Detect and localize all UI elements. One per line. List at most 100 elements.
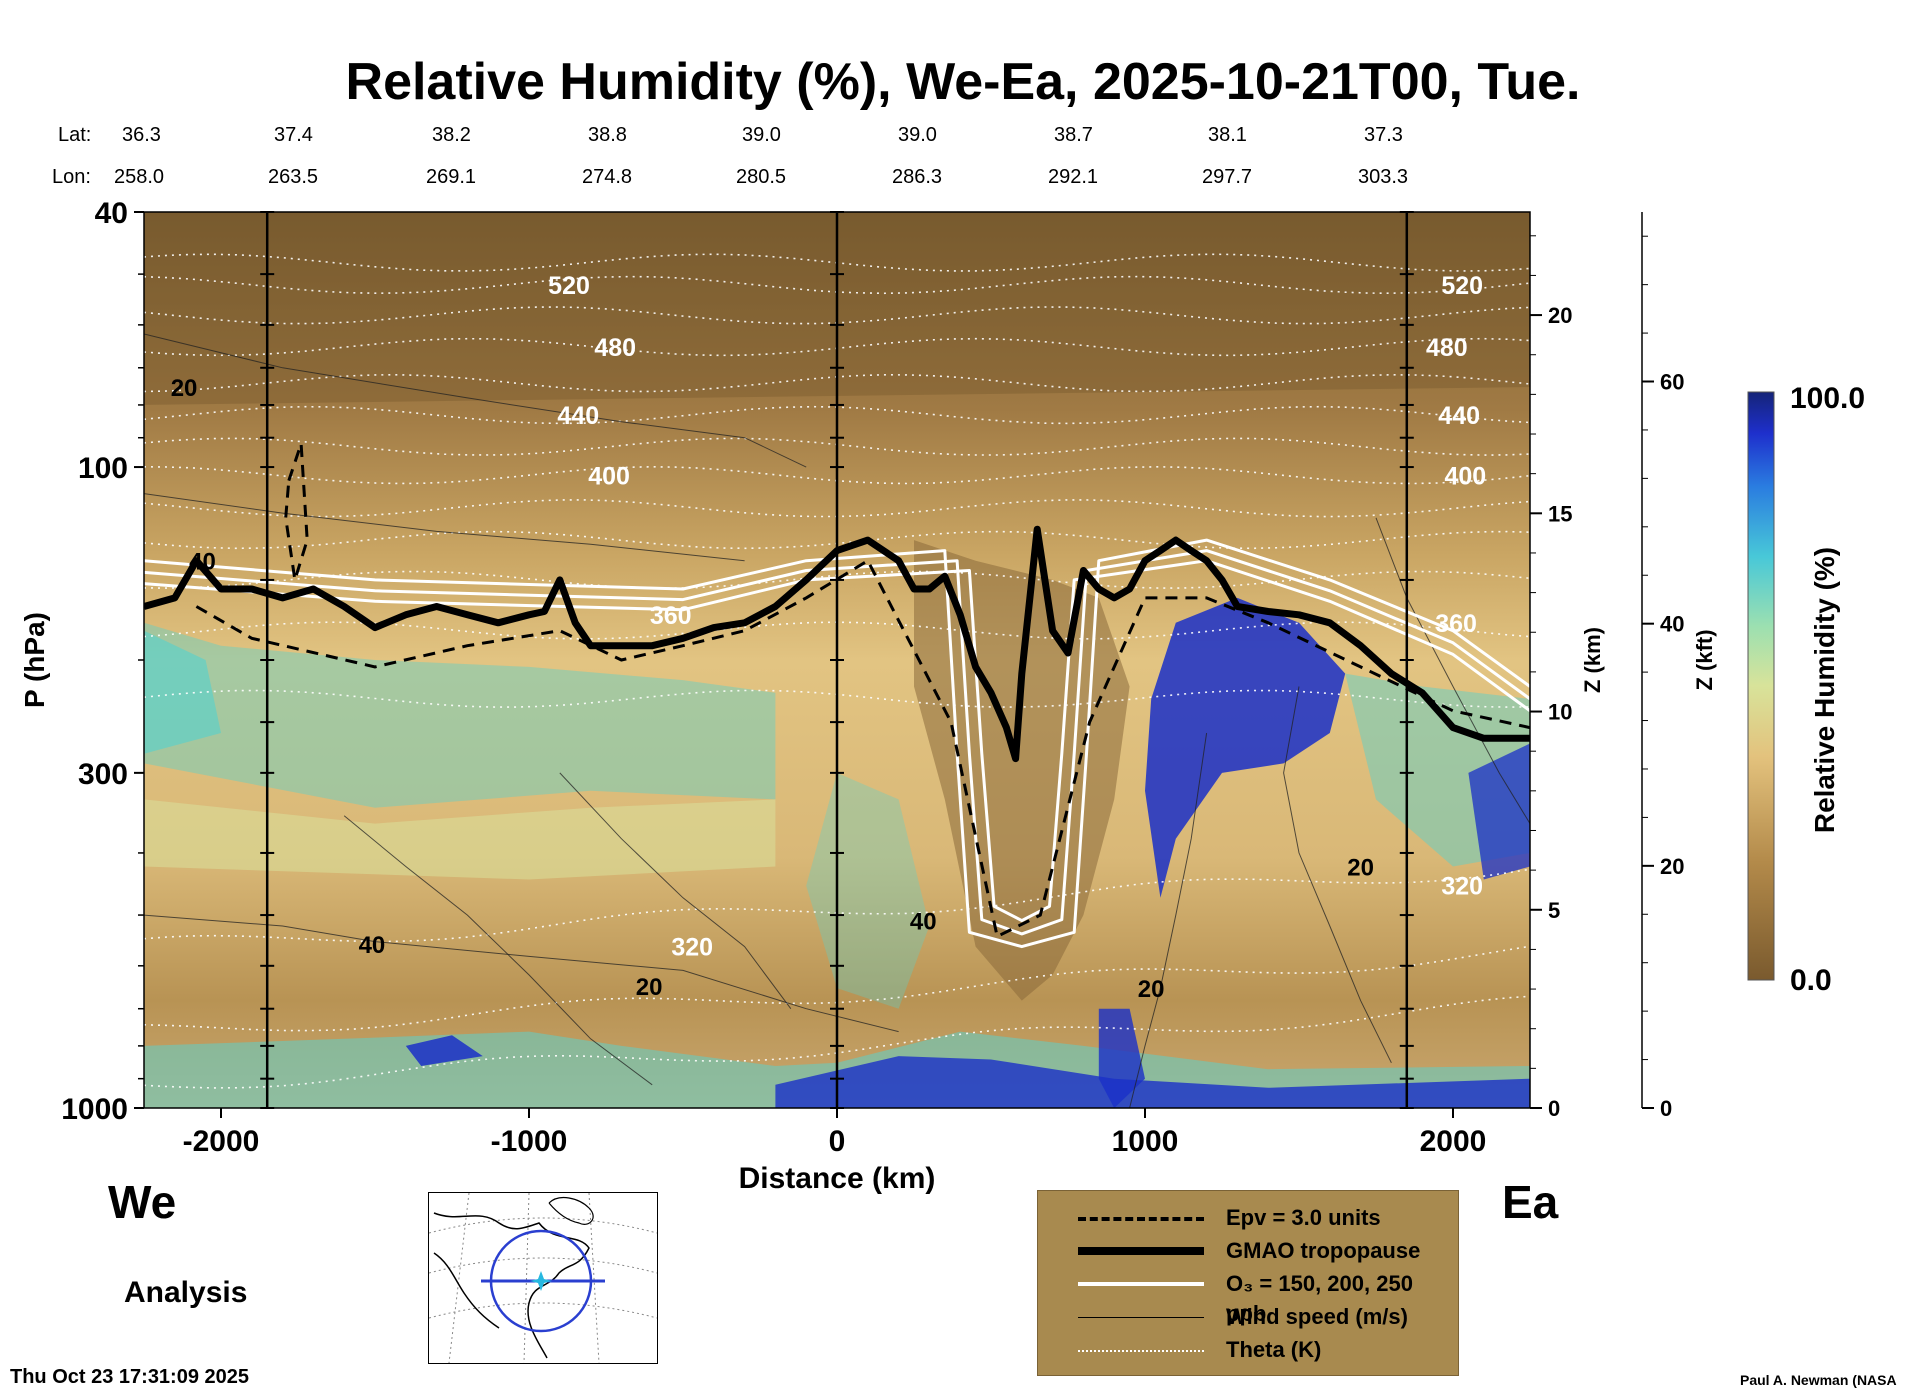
wind-speed-contour	[144, 333, 807, 468]
o3-contour	[144, 538, 1530, 949]
theta-label: 360	[1435, 610, 1477, 638]
x-axis-tick-label: 0	[829, 1125, 846, 1158]
wind-line-swatch	[1078, 1317, 1204, 1318]
wind-speed-label: 40	[359, 932, 386, 959]
colorbar	[1747, 391, 1775, 981]
lon-tick-value: 303.3	[1358, 166, 1409, 188]
theta-label: 440	[557, 402, 599, 430]
z-km-tick-label: 5	[1548, 898, 1560, 923]
legend-epv: Epv = 3.0 units	[1038, 1203, 1458, 1233]
wind-speed-label: 20	[1138, 976, 1165, 1003]
x-axis-tick-label: -2000	[183, 1125, 260, 1158]
epv-line-swatch	[1078, 1217, 1204, 1221]
legend-tropopause-text: GMAO tropopause	[1226, 1238, 1421, 1263]
lat-tick-value: 37.3	[1364, 124, 1403, 146]
lat-tick-value: 38.1	[1208, 124, 1247, 146]
z-km-tick-label: 20	[1548, 303, 1572, 328]
chart-title: Relative Humidity (%), We-Ea, 2025-10-21…	[345, 53, 1581, 111]
legend-wind-text: Wind speed (m/s)	[1226, 1304, 1408, 1329]
lon-tick-value: 269.1	[426, 166, 477, 188]
lon-tick-value: 292.1	[1048, 166, 1099, 188]
lon-tick-value: 258.0	[114, 166, 165, 188]
legend-epv-text: Epv = 3.0 units	[1226, 1205, 1381, 1230]
lat-tick-value: 38.2	[432, 124, 471, 146]
east-label: Ea	[1502, 1176, 1559, 1228]
z-kft-tick-label: 20	[1660, 854, 1684, 879]
z-kft-tick-label: 60	[1660, 370, 1684, 395]
lat-tick-value: 38.8	[588, 124, 627, 146]
lon-tick-value: 274.8	[582, 166, 633, 188]
colorbar-label: Relative Humidity (%)	[1809, 547, 1840, 833]
o3-line-swatch	[1078, 1282, 1204, 1286]
wind-speed-contour	[144, 914, 899, 1033]
z-km-tick-label: 10	[1548, 700, 1572, 725]
legend-theta-text: Theta (K)	[1226, 1337, 1322, 1362]
wind-speed-label: 40	[910, 909, 937, 936]
lat-tick-value: 39.0	[742, 124, 781, 146]
wet-east-edge	[1468, 743, 1530, 880]
z-kft-tick-label: 0	[1660, 1096, 1672, 1121]
moist-west-edge	[144, 630, 221, 754]
wind-speed-contour	[1129, 732, 1208, 1108]
legend-theta: Theta (K)	[1038, 1335, 1458, 1365]
theta-contour	[144, 995, 1530, 1089]
wind-speed-contour	[144, 493, 745, 562]
theta-contour	[144, 275, 1530, 295]
moist-upper-west	[144, 622, 776, 808]
z-km-axis-label: Z (km)	[1580, 627, 1605, 693]
lat-tick-value: 36.3	[122, 124, 161, 146]
lon-tick-value: 297.7	[1202, 166, 1253, 188]
wind-speed-contour	[343, 815, 653, 1086]
legend-tropopause: GMAO tropopause	[1038, 1236, 1458, 1266]
o3-contour	[144, 559, 1530, 923]
tropopause-line-swatch	[1078, 1247, 1204, 1255]
wet-region-east	[1145, 597, 1346, 898]
wind-speed-contour	[1283, 686, 1392, 1064]
wind-speed-contour	[1375, 517, 1530, 824]
epv-closed-contour	[284, 443, 309, 581]
z-km-tick-label: 0	[1548, 1096, 1560, 1121]
dry-intrusion	[914, 540, 1130, 1001]
lat-tick-value: 39.0	[898, 124, 937, 146]
wind-speed-label: 20	[171, 375, 198, 402]
x-axis-tick-label: 1000	[1112, 1125, 1179, 1158]
theta-label: 360	[650, 602, 692, 630]
boundary-layer-wet	[775, 1056, 1530, 1108]
wind-speed-label: 20	[1347, 855, 1374, 882]
west-label: We	[108, 1176, 177, 1228]
wind-speed-label: 20	[636, 974, 663, 1001]
colorbar-max-label: 100.0	[1790, 382, 1865, 415]
x-axis-tick-label: -1000	[491, 1125, 568, 1158]
theta-contour	[144, 945, 1530, 1032]
theta-label: 520	[548, 272, 590, 300]
p-axis-label: P (hPa)	[19, 612, 50, 708]
theta-label: 320	[1441, 873, 1483, 901]
lat-label: Lat:	[58, 124, 92, 146]
lon-tick-value: 280.5	[736, 166, 787, 188]
z-km-tick-label: 15	[1548, 501, 1572, 526]
theta-label: 480	[594, 334, 636, 362]
green-band-west	[144, 799, 776, 880]
p-axis-tick-label: 300	[78, 758, 128, 791]
wind-speed-contour	[559, 772, 792, 1009]
theta-label: 480	[1426, 334, 1468, 362]
wet-column	[1098, 1008, 1145, 1108]
lon-tick-value: 286.3	[892, 166, 943, 188]
p-axis-tick-label: 100	[78, 452, 128, 485]
theta-label: 400	[588, 462, 630, 490]
analysis-label: Analysis	[124, 1276, 248, 1309]
theta-label: 440	[1438, 402, 1480, 430]
legend-o3: O₃ = 150, 200, 250 ppb	[1038, 1269, 1458, 1326]
x-axis-label: Distance (km)	[739, 1162, 936, 1195]
wind-speed-label: 40	[189, 549, 216, 576]
x-axis-tick-label: 2000	[1420, 1125, 1487, 1158]
locator-map	[428, 1192, 658, 1364]
wet-pocket	[405, 1035, 483, 1066]
legend-wind: Wind speed (m/s)	[1038, 1302, 1458, 1332]
credit: Paul A. Newman (NASA	[1740, 1372, 1897, 1388]
theta-label: 320	[671, 934, 713, 962]
colorbar-min-label: 0.0	[1790, 964, 1832, 997]
p-axis-tick-label: 40	[95, 197, 128, 230]
z-kft-tick-label: 40	[1660, 612, 1684, 637]
